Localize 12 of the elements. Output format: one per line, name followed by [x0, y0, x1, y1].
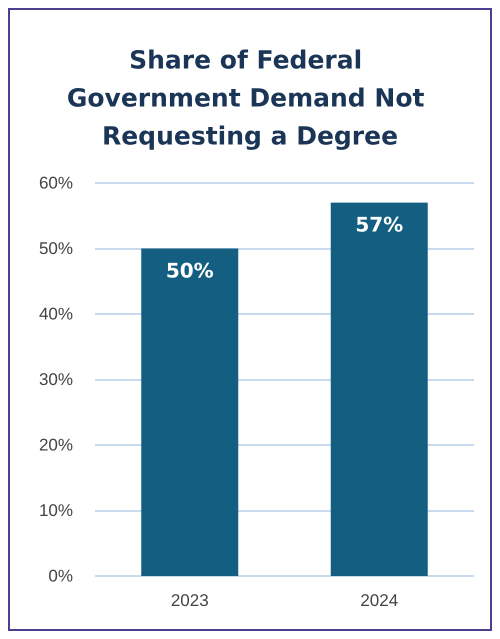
- y-tick-label: 40%: [38, 304, 73, 324]
- y-tick-label: 30%: [38, 370, 73, 389]
- y-tick-label: 0%: [48, 566, 73, 586]
- data-label: 50%: [166, 258, 214, 282]
- y-tick-label: 20%: [38, 436, 73, 454]
- x-tick-label: 2023: [170, 591, 209, 610]
- y-tick-label: 50%: [38, 239, 73, 258]
- chart-title: Share of Federal Government Demand Not Requesting a Degree: [66, 46, 434, 150]
- y-tick-label: 60%: [38, 174, 73, 192]
- data-label: 57%: [355, 212, 404, 237]
- x-tick-label: 2024: [360, 591, 398, 610]
- y-tick-label: 10%: [38, 501, 73, 520]
